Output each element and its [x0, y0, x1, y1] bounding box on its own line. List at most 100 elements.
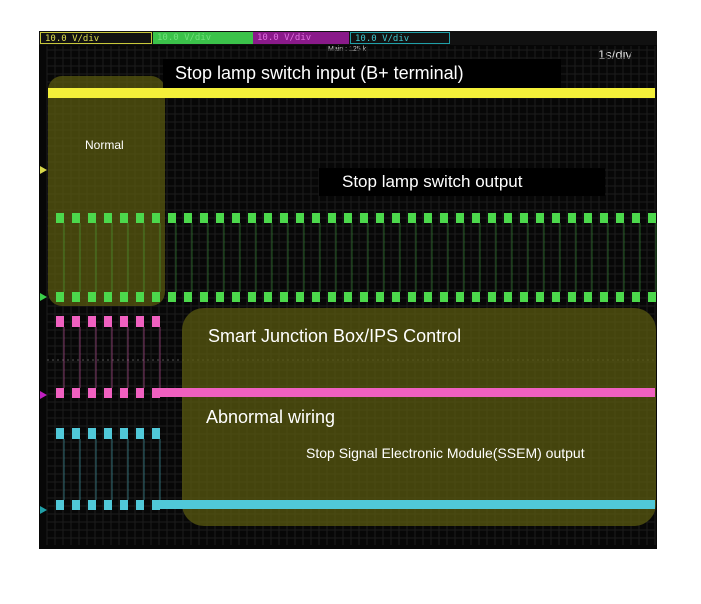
trace-ch2-pulse-low [136, 292, 144, 302]
trace-ch2-pulse-low [312, 292, 320, 302]
trace-ch2-pulse-high [424, 213, 432, 223]
trace-ch4-pulse-high [152, 428, 160, 439]
trace-ch2-pulse-high [344, 213, 352, 223]
trace-ch2-pulse-low [536, 292, 544, 302]
trace-ch2-pulse-high [600, 213, 608, 223]
trace-ch4-pulse-high [120, 428, 128, 439]
trace-ch2-pulse-low [120, 292, 128, 302]
trace-ch2-pulse-high [328, 213, 336, 223]
annotation-sjb: Smart Junction Box/IPS Control [208, 326, 462, 346]
trace-ch4-pulse-low [72, 500, 80, 510]
trace-ch2-pulse-high [200, 213, 208, 223]
trace-ch2-pulse-high [216, 213, 224, 223]
abnormal-region-highlight [182, 308, 656, 526]
trace-ch2-pulse-high [152, 213, 160, 223]
trace-ch2-pulse-high [280, 213, 288, 223]
trace-ch2-pulse-low [520, 292, 528, 302]
trace-ch2-pulse-low [648, 292, 656, 302]
trace-ch2-pulse-low [504, 292, 512, 302]
trace-ch2-pulse-high [552, 213, 560, 223]
annotation-ssem: Stop Signal Electronic Module(SSEM) outp… [306, 445, 585, 461]
trace-ch2-pulse-high [88, 213, 96, 223]
trace-ch2-pulse-low [456, 292, 464, 302]
trace-ch2-pulse-low [584, 292, 592, 302]
trace-ch2-pulse-high [168, 213, 176, 223]
trace-ch2-pulse-high [568, 213, 576, 223]
trace-ch3-pulse-high [104, 316, 112, 327]
trace-ch1 [48, 88, 655, 98]
trace-ch2-pulse-high [648, 213, 656, 223]
channel-4-scale[interactable]: 10.0 V/div [350, 32, 450, 44]
trace-ch3-pulse-low [120, 388, 128, 398]
trace-ch2-pulse-low [152, 292, 160, 302]
trace-ch2-pulse-low [488, 292, 496, 302]
trace-ch2-pulse-high [312, 213, 320, 223]
trace-ch2-pulse-low [376, 292, 384, 302]
trace-ch2-pulse-high [104, 213, 112, 223]
trace-ch3-pulse-low [72, 388, 80, 398]
trace-ch2-pulse-low [392, 292, 400, 302]
trace-ch2-pulse-low [168, 292, 176, 302]
trace-ch2-pulse-low [56, 292, 64, 302]
trace-ch4-pulse-low [104, 500, 112, 510]
trace-ch2-pulse-high [120, 213, 128, 223]
annotation-ch2: Stop lamp switch output [319, 168, 605, 196]
trace-ch2-pulse-high [536, 213, 544, 223]
trace-ch2-pulse-high [632, 213, 640, 223]
ground-marker-icon [40, 506, 47, 514]
trace-ch2-pulse-low [344, 292, 352, 302]
trace-ch2-pulse-high [616, 213, 624, 223]
trace-ch2-pulse-high [472, 213, 480, 223]
trace-ch2-pulse-low [424, 292, 432, 302]
trace-ch2-pulse-low [408, 292, 416, 302]
trace-ch2-pulse-high [456, 213, 464, 223]
trace-ch3-pulse-high [120, 316, 128, 327]
trace-ch2-pulse-high [72, 213, 80, 223]
trace-ch4-pulse-high [104, 428, 112, 439]
trace-ch2-pulse-low [184, 292, 192, 302]
channel-1-scale[interactable]: 10.0 V/div [40, 32, 152, 44]
annotation-normal: Normal [85, 138, 124, 152]
trace-ch4-pulse-high [72, 428, 80, 439]
trace-ch4-pulse-high [88, 428, 96, 439]
trace-ch4-pulse-low [88, 500, 96, 510]
trace-ch2-pulse-high [184, 213, 192, 223]
trace-ch2-pulse-high [264, 213, 272, 223]
trace-ch2-pulse-low [72, 292, 80, 302]
channel-2-scale[interactable]: 10.0 V/div [153, 32, 253, 44]
trace-ch3-pulse-low [104, 388, 112, 398]
trace-ch2-pulse-high [520, 213, 528, 223]
ground-marker-icon [40, 391, 47, 399]
trace-ch3-pulse-high [136, 316, 144, 327]
trace-ch3-pulse-high [152, 316, 160, 327]
trace-ch2-pulse-low [568, 292, 576, 302]
trace-ch4-pulse-low [120, 500, 128, 510]
trace-ch2-pulse-high [296, 213, 304, 223]
trace-ch2-pulse-low [104, 292, 112, 302]
trace-ch2-pulse-high [248, 213, 256, 223]
trace-ch2-pulse-high [392, 213, 400, 223]
trace-ch2-pulse-high [584, 213, 592, 223]
trace-ch2-pulse-low [296, 292, 304, 302]
trace-ch2-pulse-high [408, 213, 416, 223]
trace-ch2-pulse-low [200, 292, 208, 302]
trace-ch3-flat [158, 388, 655, 397]
trace-ch4-pulse-high [136, 428, 144, 439]
trace-ch4-pulse-low [152, 500, 160, 510]
trace-ch3-pulse-high [56, 316, 64, 327]
annotation-ch1: Stop lamp switch input (B+ terminal) [163, 59, 561, 88]
trace-ch2-pulse-high [376, 213, 384, 223]
trace-ch2-pulse-low [216, 292, 224, 302]
trace-ch3-pulse-low [88, 388, 96, 398]
trace-ch4-pulse-high [56, 428, 64, 439]
trace-ch2-pulse-high [440, 213, 448, 223]
trace-ch2-pulse-low [600, 292, 608, 302]
trace-ch3-pulse-high [88, 316, 96, 327]
trace-ch2-pulse-low [472, 292, 480, 302]
trace-ch2-pulse-high [488, 213, 496, 223]
trace-ch2-pulse-high [232, 213, 240, 223]
channel-3-scale[interactable]: 10.0 V/div [253, 32, 349, 44]
trace-ch3-pulse-low [136, 388, 144, 398]
trace-ch3-pulse-low [152, 388, 160, 398]
ground-marker-icon [40, 166, 47, 174]
